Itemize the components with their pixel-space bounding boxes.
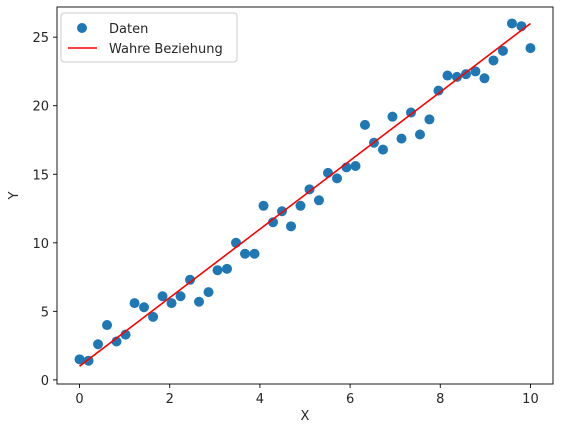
data-point [470,66,481,77]
legend-label-wahre-beziehung: Wahre Beziehung [109,42,223,57]
data-point [506,18,517,29]
data-point [175,291,186,302]
data-point [479,73,490,84]
data-point [405,107,416,118]
data-point [258,200,269,211]
y-tick-label: 5 [41,305,49,320]
data-point [129,298,140,309]
legend-frame [60,12,238,63]
data-point [240,248,251,259]
plot-area [74,18,536,367]
axes: 0 2 4 6 8 10 0 5 10 15 20 25 [32,6,554,407]
data-point [102,320,113,331]
data-point [267,217,278,228]
data-point [221,263,232,274]
data-point [194,296,205,307]
data-point [378,144,389,155]
y-tick-label: 20 [32,100,49,115]
data-point [442,70,453,81]
data-point [433,85,444,96]
y-tick-label: 15 [32,168,49,183]
data-point [157,291,168,302]
data-point [451,71,462,82]
data-point [139,302,150,313]
data-point [424,114,435,125]
data-point [212,265,223,276]
data-point [488,55,499,66]
data-point [387,111,398,122]
x-tick-label: 2 [166,392,174,407]
data-point [203,287,214,298]
data-point [185,274,196,285]
data-point [249,248,260,259]
x-tick-label: 4 [256,392,264,407]
x-tick-label: 8 [436,392,444,407]
y-tick-label: 0 [41,374,49,389]
data-point [350,161,361,172]
data-point [497,45,508,56]
legend-label-daten: Daten [109,22,148,37]
legend: Daten Wahre Beziehung [60,12,238,63]
x-tick-label: 0 [75,392,83,407]
data-point [74,354,85,365]
series-line-wahre-beziehung [79,22,531,367]
data-point [313,195,324,206]
data-point [295,200,306,211]
y-tick-label: 10 [32,237,49,252]
data-point [304,184,315,195]
legend-marker-daten [77,23,87,33]
data-point [359,119,370,130]
x-axis-label: X [301,409,310,424]
x-tick-label: 6 [346,392,354,407]
data-point [414,129,425,140]
data-point [148,311,159,322]
data-point [332,173,343,184]
plot-frame [56,6,554,385]
y-tick-label: 25 [32,31,49,46]
x-tick-label: 10 [522,392,539,407]
data-point [460,69,471,80]
data-point [525,43,536,54]
data-point [396,133,407,144]
data-point [93,339,104,350]
data-point [286,221,297,232]
y-axis-label: Y [7,191,22,200]
data-point [166,298,177,309]
